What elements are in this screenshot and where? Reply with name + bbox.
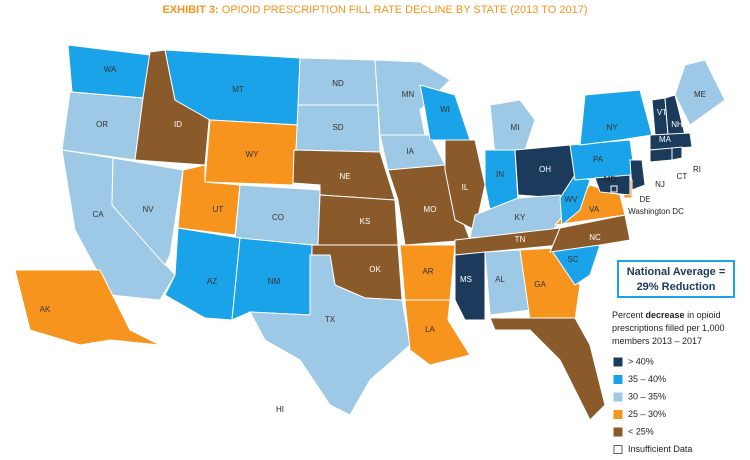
state-label: OH xyxy=(539,165,551,174)
state-label: IA xyxy=(406,147,414,156)
state-label: MD xyxy=(604,175,617,184)
state-label: CO xyxy=(272,213,284,222)
state-label: AK xyxy=(40,305,51,314)
state-label: LA xyxy=(425,325,435,334)
legend-swatch xyxy=(613,357,623,367)
state-shape xyxy=(649,132,693,151)
state-shape xyxy=(14,269,161,346)
state-label: MO xyxy=(424,205,437,214)
legend-description-part: decrease xyxy=(646,310,685,320)
state-label: KS xyxy=(360,217,371,226)
state-shape xyxy=(489,317,606,421)
state-label: SD xyxy=(332,123,343,132)
state-label: SC xyxy=(567,255,578,264)
legend-swatch xyxy=(613,375,623,384)
state-label: CA xyxy=(92,210,104,219)
legend-description: Percent decrease in opioid xyxy=(612,310,721,320)
state-shape xyxy=(111,157,184,266)
state-shape xyxy=(249,254,411,416)
state-label: FL xyxy=(550,363,560,372)
state-shape xyxy=(579,89,653,146)
state-label: KY xyxy=(515,213,526,222)
state-label: RI xyxy=(693,165,701,174)
callout-line: National Average = xyxy=(627,266,726,278)
state-label: WI xyxy=(440,105,450,114)
state-label: IL xyxy=(462,183,469,192)
legend-description-part: in opioid xyxy=(685,310,721,320)
state-shape xyxy=(594,174,631,196)
legend-swatch xyxy=(613,445,623,454)
title-prefix: EXHIBIT 3: xyxy=(162,4,218,16)
state-shape xyxy=(610,185,618,193)
state-shape xyxy=(203,372,263,411)
state-shape xyxy=(489,99,536,156)
state-shape xyxy=(404,299,471,366)
state-label: AZ xyxy=(207,277,217,286)
state-label: NJ xyxy=(655,180,665,189)
state-label: GA xyxy=(534,280,546,289)
state-shape xyxy=(649,147,673,163)
state-label: TX xyxy=(325,315,336,324)
title: EXHIBIT 3: OPIOID PRESCRIPTION FILL RATE… xyxy=(162,4,587,16)
title-text: OPIOID PRESCRIPTION FILL RATE DECLINE BY… xyxy=(222,4,588,16)
state-label: ME xyxy=(694,90,706,99)
state-label: ID xyxy=(174,120,182,129)
state-label: AL xyxy=(495,275,505,284)
state-label: MA xyxy=(659,135,672,144)
state-label: VT xyxy=(657,108,667,117)
state-label: HI xyxy=(276,405,284,414)
callout-box xyxy=(617,260,735,298)
legend-description-part: Percent xyxy=(612,310,646,320)
state-shape xyxy=(164,227,241,321)
state-label: MN xyxy=(402,90,415,99)
state-label: Washington DC xyxy=(628,207,684,216)
legend-label: Insufficient Data xyxy=(628,444,692,454)
state-label: TN xyxy=(515,235,526,244)
state-label: IN xyxy=(496,170,504,179)
state-shape xyxy=(674,59,726,126)
state-label: WV xyxy=(565,195,579,204)
state-shape xyxy=(454,251,486,321)
state-label: CT xyxy=(677,172,688,181)
state-label: NM xyxy=(268,277,281,286)
legend-label: 30 – 35% xyxy=(628,391,666,401)
state-label: MI xyxy=(511,123,520,132)
legend-label: < 25% xyxy=(628,426,654,436)
state-shape xyxy=(204,119,299,186)
state-label: WA xyxy=(104,65,117,74)
state-shape xyxy=(671,146,683,161)
state-shape xyxy=(549,214,631,253)
state-label: ND xyxy=(332,79,344,88)
legend-description-part: prescriptions filled per 1,000 xyxy=(612,323,725,333)
state-label: UT xyxy=(213,205,224,214)
legend-label: > 40% xyxy=(628,356,654,366)
state-label: NV xyxy=(142,205,154,214)
state-label: NE xyxy=(339,172,350,181)
state-label: OK xyxy=(369,265,381,274)
state-label: MS xyxy=(460,275,472,284)
state-label: NH xyxy=(671,120,683,129)
state-label: NY xyxy=(606,123,618,132)
state-label: PA xyxy=(593,155,604,164)
state-shape xyxy=(317,194,399,246)
legend-description: members 2013 – 2017 xyxy=(612,336,702,346)
legend-description: prescriptions filled per 1,000 xyxy=(612,323,725,333)
state-label: NC xyxy=(589,233,601,242)
legend-description-part: members 2013 – 2017 xyxy=(612,336,702,346)
legend-swatch xyxy=(613,410,623,419)
callout-line: 29% Reduction xyxy=(637,281,716,293)
legend-swatch xyxy=(613,427,623,437)
state-label: AR xyxy=(422,267,433,276)
state-label: DE xyxy=(639,195,650,204)
state-shape xyxy=(559,174,591,227)
legend-label: 35 – 40% xyxy=(628,374,666,384)
legend-swatch xyxy=(613,392,623,402)
state-label: MT xyxy=(232,85,244,94)
state-label: OR xyxy=(96,120,108,129)
legend-label: 25 – 30% xyxy=(628,409,666,419)
state-label: VA xyxy=(589,205,600,214)
state-label: WY xyxy=(246,150,260,159)
